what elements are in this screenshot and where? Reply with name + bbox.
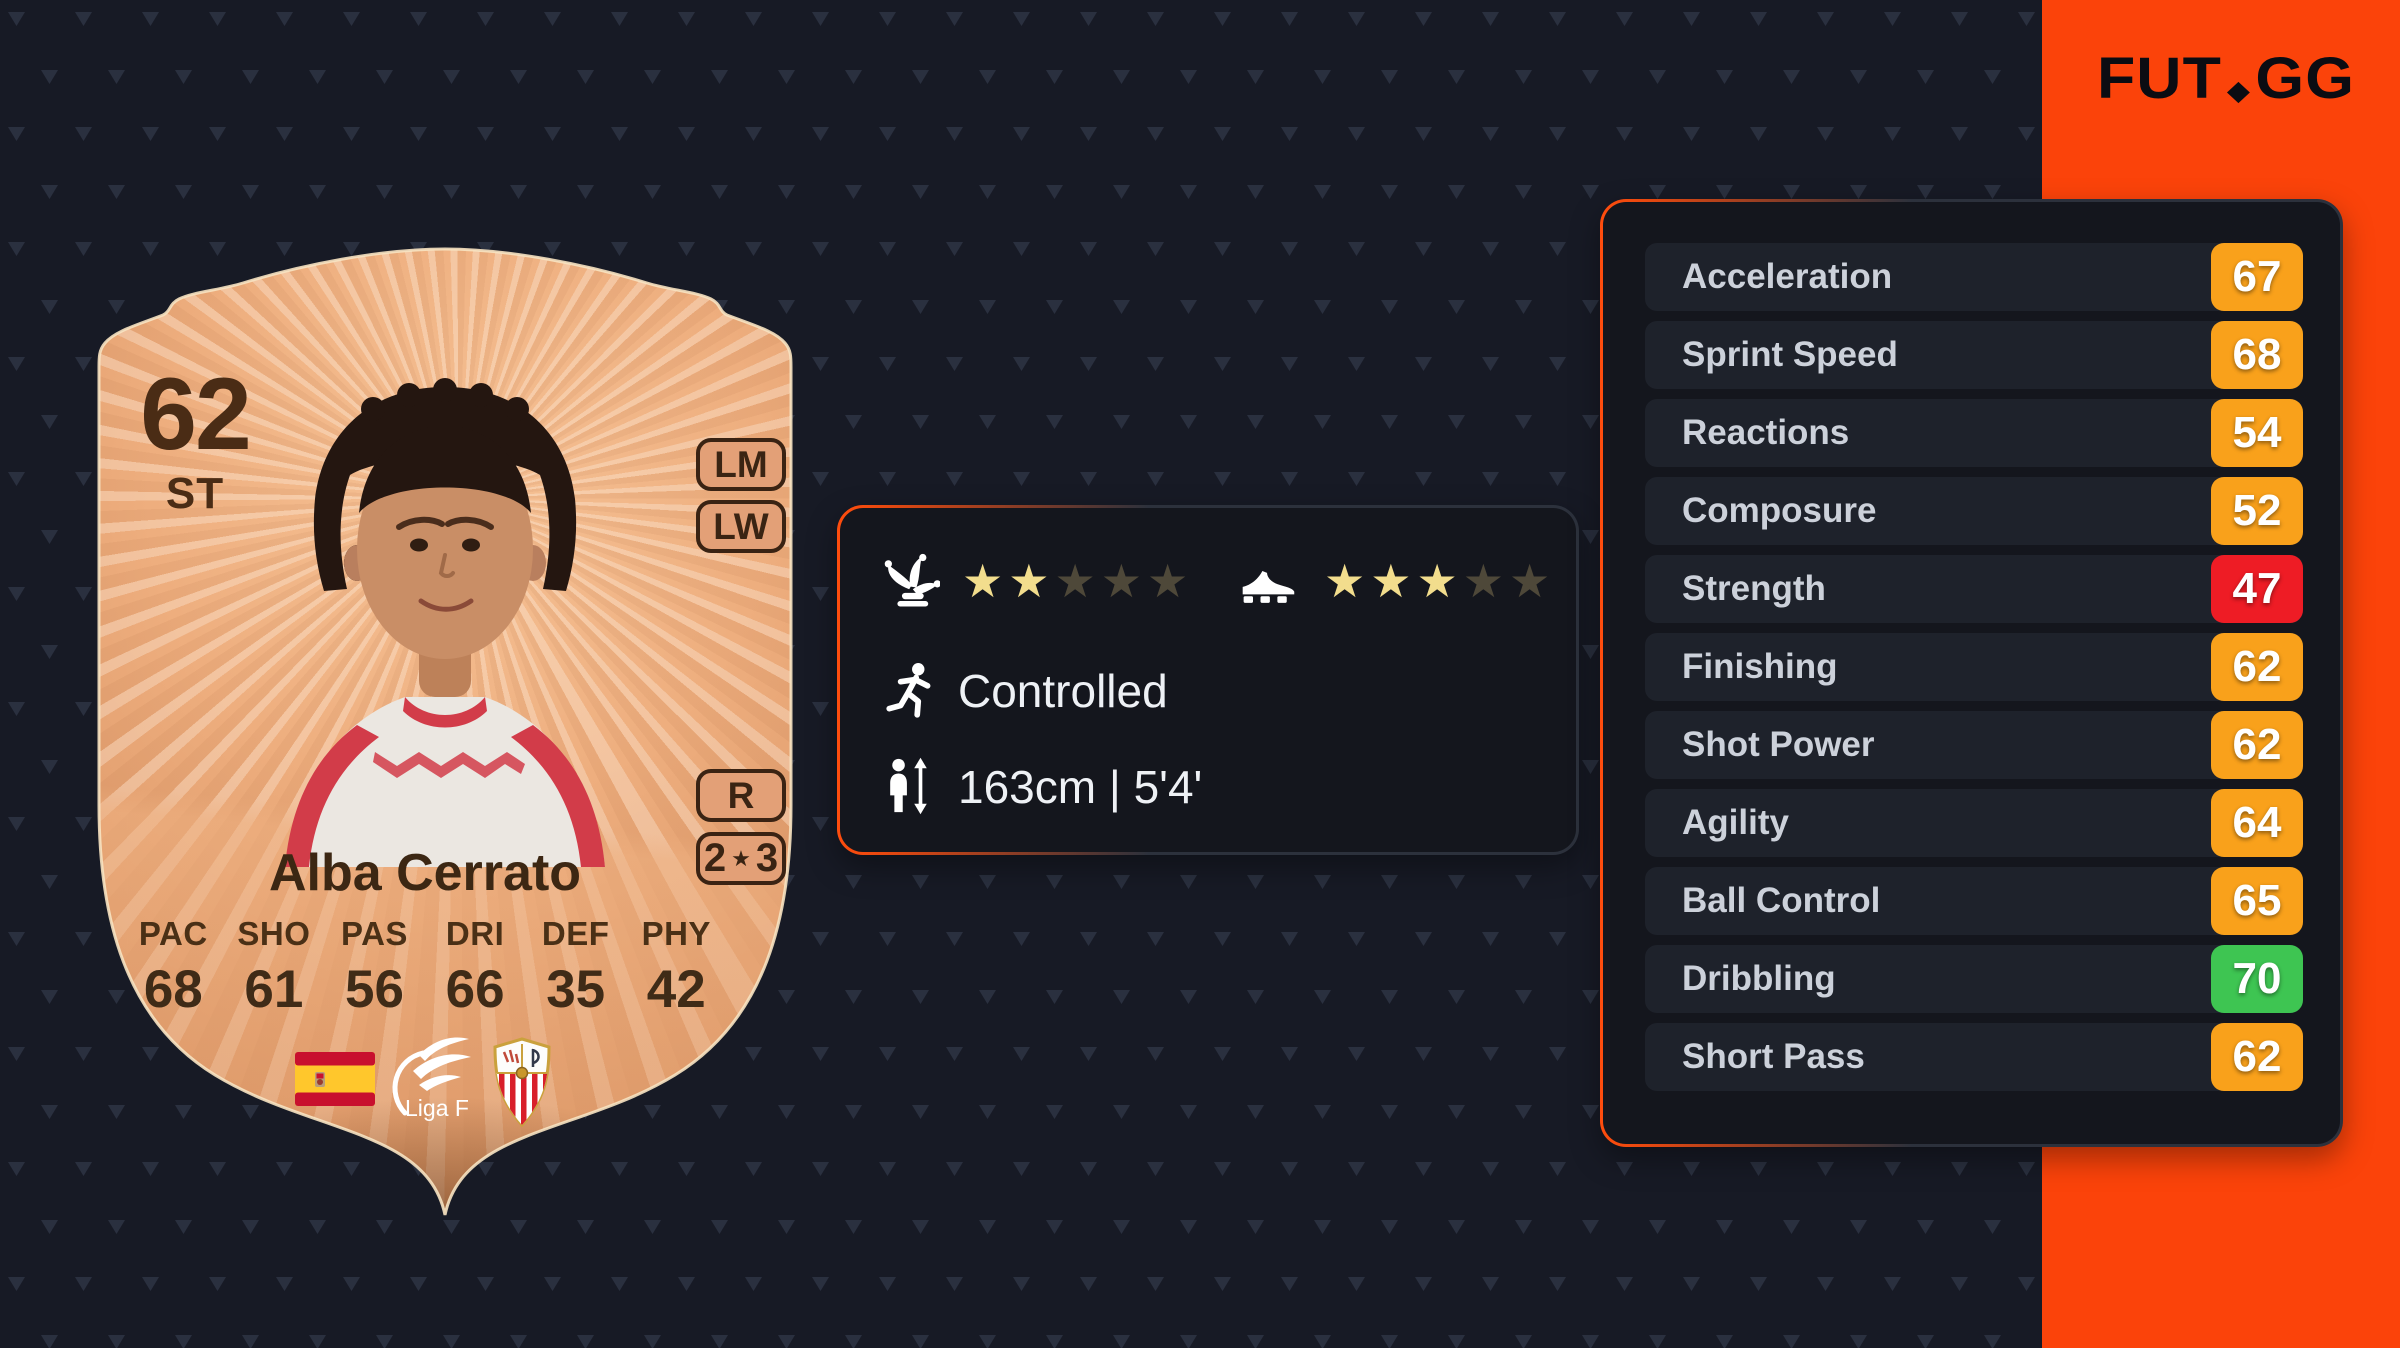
alt-position-badge-lw: LW bbox=[696, 500, 786, 553]
preferred-foot-badge: R bbox=[696, 769, 786, 822]
attr-value-badge: 47 bbox=[2211, 555, 2303, 623]
logo-diamond-icon bbox=[2227, 81, 2251, 103]
face-stat-dri: DRI 66 bbox=[445, 915, 505, 1019]
skill-count: 2 bbox=[703, 836, 727, 880]
attr-row-shot-power: Shot Power 62 bbox=[1645, 711, 2303, 779]
skill-stars-empty: ★★★ bbox=[1054, 555, 1194, 607]
accelerate-type: Controlled bbox=[958, 665, 1168, 717]
height-value: 163cm | 5'4' bbox=[958, 761, 1203, 813]
attr-value-badge: 62 bbox=[2211, 1023, 2303, 1091]
skill-stars-filled: ★★ bbox=[962, 555, 1055, 607]
logo-text-left: FUT bbox=[2096, 45, 2222, 111]
attr-value-badge: 64 bbox=[2211, 789, 2303, 857]
player-details-inner: ★★★★★ ★★★★★ Controlled bbox=[840, 508, 1576, 852]
alt-position-badge-lm: LM bbox=[696, 438, 786, 491]
attr-row-composure: Composure 52 bbox=[1645, 477, 2303, 545]
attr-value-badge: 70 bbox=[2211, 945, 2303, 1013]
player-card: 62 ST LM LW R 2 ★ 3 Alba Cerrato PAC 68 … bbox=[95, 245, 795, 1220]
liga-f-wordmark: Liga F bbox=[405, 1095, 469, 1121]
face-stats: PAC 68 SHO 61 PAS 56 DRI 66 DEF 35 PHY 4… bbox=[123, 915, 727, 1020]
attr-row-finishing: Finishing 62 bbox=[1645, 633, 2303, 701]
attr-value-badge: 54 bbox=[2211, 399, 2303, 467]
spain-flag-icon bbox=[295, 1052, 375, 1106]
face-stat-pas: PAS 56 bbox=[341, 915, 408, 1019]
sevilla-crest-icon bbox=[493, 1037, 551, 1128]
attr-row-dribbling: Dribbling 70 bbox=[1645, 945, 2303, 1013]
liga-f-swoosh-icon bbox=[392, 1037, 471, 1116]
attr-value-badge: 52 bbox=[2211, 477, 2303, 545]
skill-moves-stars: ★★★★★ bbox=[962, 553, 1193, 609]
attr-row-strength: Strength 47 bbox=[1645, 555, 2303, 623]
rating-block: 62 ST bbox=[113, 363, 277, 519]
weakfoot-count: 3 bbox=[755, 836, 779, 880]
attr-value-badge: 62 bbox=[2211, 711, 2303, 779]
liga-f-logo: Liga F bbox=[389, 1033, 475, 1127]
player-details-panel: ★★★★★ ★★★★★ Controlled bbox=[837, 505, 1579, 855]
weakfoot-stars-filled: ★★★ bbox=[1324, 555, 1463, 607]
player-photo bbox=[285, 378, 605, 867]
face-stat-pac: PAC 68 bbox=[138, 915, 208, 1019]
skill-weakfoot-badge: 2 ★ 3 bbox=[696, 832, 786, 885]
attr-row-reactions: Reactions 54 bbox=[1645, 399, 2303, 467]
attr-value-badge: 62 bbox=[2211, 633, 2303, 701]
attr-value-badge: 65 bbox=[2211, 867, 2303, 935]
height-icon bbox=[890, 757, 927, 815]
overall-rating: 62 bbox=[140, 357, 251, 471]
weakfoot-stars-empty: ★★ bbox=[1462, 555, 1556, 607]
face-stat-sho: SHO 61 bbox=[237, 915, 311, 1019]
attributes-panel: Acceleration 67 Sprint Speed 68 Reaction… bbox=[1600, 199, 2343, 1147]
face-stat-phy: PHY 42 bbox=[641, 915, 711, 1019]
primary-position: ST bbox=[165, 469, 225, 518]
futgg-logo[interactable]: FUT GG bbox=[2053, 45, 2399, 111]
attr-row-acceleration: Acceleration 67 bbox=[1645, 243, 2303, 311]
attr-value-badge: 68 bbox=[2211, 321, 2303, 389]
weak-foot-stars: ★★★★★ bbox=[1324, 553, 1555, 609]
attr-row-agility: Agility 64 bbox=[1645, 789, 2303, 857]
star-icon: ★ bbox=[731, 845, 751, 871]
attr-row-sprint-speed: Sprint Speed 68 bbox=[1645, 321, 2303, 389]
accelerate-icon bbox=[886, 663, 931, 718]
attr-value-badge: 67 bbox=[2211, 243, 2303, 311]
weak-foot-icon bbox=[1242, 570, 1295, 603]
logo-text-right: GG bbox=[2255, 45, 2356, 111]
player-name: Alba Cerrato bbox=[268, 844, 582, 902]
attr-row-short-pass: Short Pass 62 bbox=[1645, 1023, 2303, 1091]
skill-moves-icon bbox=[884, 553, 940, 607]
attr-row-ball-control: Ball Control 65 bbox=[1645, 867, 2303, 935]
attributes-panel-inner: Acceleration 67 Sprint Speed 68 Reaction… bbox=[1603, 202, 2340, 1144]
face-stat-def: DEF 35 bbox=[541, 915, 610, 1019]
